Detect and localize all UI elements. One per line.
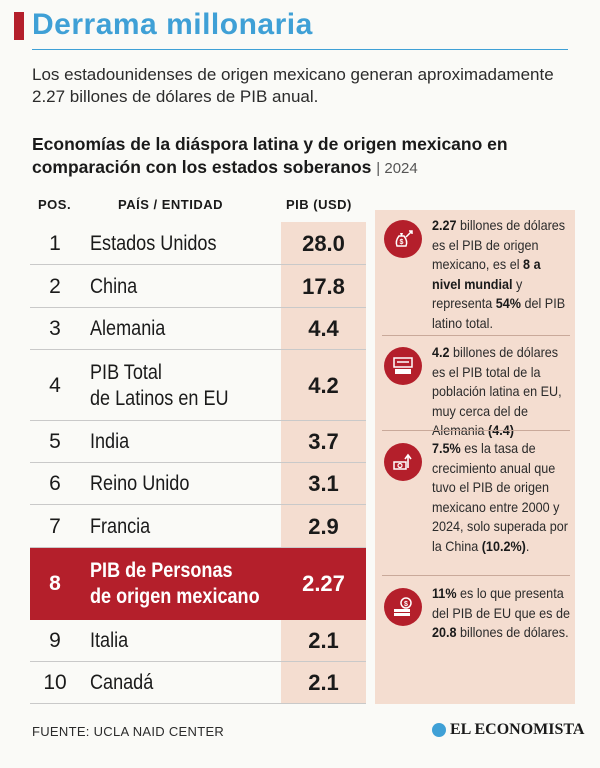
pib-column-background [281, 222, 366, 704]
intro-text: Los estadounidenses de origen mexicano g… [32, 65, 554, 106]
table-row: 2 China 17.8 [30, 265, 366, 308]
table-row: 9 Italia 2.1 [30, 620, 366, 662]
row-entity-name: Alemania [90, 317, 166, 340]
table-row: 7 Francia 2.9 [30, 505, 366, 548]
row-entity-name: Reino Unido [90, 472, 190, 495]
row-entity-name: Estados Unidos [90, 231, 217, 255]
row-pib-value: 4.2 [308, 372, 339, 398]
title-divider [32, 49, 568, 50]
chart-subtitle: Economías de la diáspora latina y de ori… [32, 133, 577, 180]
row-pib-value: 2.27 [281, 571, 366, 597]
source-note: FUENTE: UCLA NAID CENTER [32, 724, 225, 739]
row-entity-name: PIB Total de Latinos en EU [90, 360, 229, 410]
table-row: 6 Reino Unido 3.1 [30, 463, 366, 505]
page-title: Derrama millonaria [32, 8, 313, 41]
row-pib-value: 3.1 [308, 471, 339, 496]
brand-logo: EL ECONOMISTA [432, 721, 584, 739]
row-pib-value: 4.4 [308, 316, 339, 341]
row-pib-value: 17.8 [302, 273, 345, 299]
row-entity-name: Francia [90, 514, 151, 538]
money-stack-icon: $ [384, 588, 422, 626]
growth-arrow-icon [384, 443, 422, 481]
row-pib-value: 2.9 [308, 513, 339, 539]
row-entity-name: Italia [90, 629, 129, 652]
row-position: 2 [49, 274, 61, 298]
svg-text:$: $ [404, 601, 408, 608]
row-position: 9 [49, 629, 61, 652]
fact-card-text: 7.5% es la tasa de crecimiento anual que… [432, 440, 568, 554]
fact-card-divider [382, 430, 570, 431]
row-position: 6 [49, 472, 61, 495]
fact-card-divider [382, 335, 570, 336]
row-pib-value: 3.7 [308, 429, 339, 454]
column-header-entity: PAÍS / ENTIDAD [118, 197, 223, 212]
row-position: 4 [49, 373, 61, 397]
table-row: 3 Alemania 4.4 [30, 308, 366, 350]
row-pib-value: 2.1 [308, 628, 339, 653]
fact-card-text: 4.2 billones de dólares es el PIB total … [432, 344, 562, 438]
table-row: 5 India 3.7 [30, 421, 366, 463]
row-entity-name: India [90, 430, 130, 453]
fact-card-text: 11% es lo que presenta del PIB de EU que… [432, 585, 570, 640]
money-bag-growth-icon: $ [384, 220, 422, 258]
brand-name: EL ECONOMISTA [450, 721, 585, 738]
row-entity-name: Canadá [90, 671, 154, 694]
svg-text:$: $ [400, 239, 404, 246]
column-header-pos: POS. [38, 197, 72, 212]
subtitle-year: | 2024 [376, 160, 418, 177]
row-position: 3 [49, 317, 61, 340]
row-position: 1 [49, 231, 61, 255]
subtitle-text: Economías de la diáspora latina y de ori… [32, 134, 508, 177]
fact-card-divider [382, 575, 570, 576]
table-row: 1 Estados Unidos 28.0 [30, 222, 366, 265]
table-row: 4 PIB Total de Latinos en EU 4.2 [30, 350, 366, 421]
column-header-pib: PIB (USD) [286, 197, 352, 212]
cash-register-icon [384, 347, 422, 385]
row-position: 8 [49, 572, 61, 595]
fact-card-text: 2.27 billones de dólares es el PIB de or… [432, 217, 566, 331]
row-entity-name: PIB de Personas de origen mexicano [90, 559, 260, 608]
row-position: 5 [49, 430, 61, 453]
row-entity-name: China [90, 274, 138, 298]
table-row-highlight: 8 PIB de Personas de origen mexicano 2.27 [30, 548, 366, 620]
row-pib-value: 28.0 [302, 230, 345, 256]
title-accent-bar [14, 12, 24, 40]
brand-icon [432, 723, 446, 737]
row-pib-value: 2.1 [308, 670, 339, 695]
row-position: 7 [49, 514, 61, 538]
table-row: 10 Canadá 2.1 [30, 662, 366, 704]
row-position: 10 [43, 671, 67, 694]
